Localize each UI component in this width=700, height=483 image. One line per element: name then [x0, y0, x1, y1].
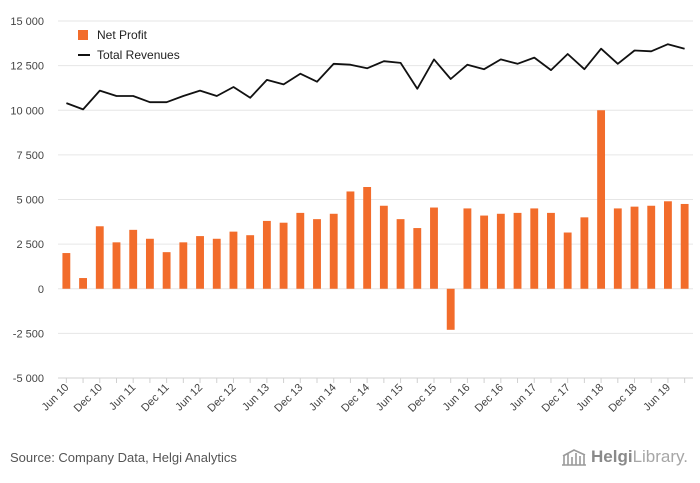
total-revenues-line [66, 43, 685, 111]
net-profit-bar [112, 242, 121, 289]
x-tick-label: Jun 10 [40, 382, 72, 414]
net-profit-bar [396, 219, 405, 289]
net-profit-bar [196, 236, 204, 289]
x-tick-label: Dec 10 [72, 382, 105, 415]
x-tick-label: Jun 13 [240, 382, 272, 414]
net-profit-bar [329, 213, 338, 289]
net-profit-bar [446, 288, 455, 330]
net-profit-bar [62, 253, 71, 289]
net-profit-bar [262, 220, 271, 289]
net-profit-bar [229, 231, 238, 289]
x-tick-label: Dec 15 [406, 382, 439, 415]
net-profit-bar [346, 191, 355, 289]
net-profit-bar [79, 278, 87, 289]
x-tick-label: Jun 15 [374, 382, 406, 414]
net-profit-bar [480, 215, 489, 289]
library-building-icon [562, 449, 586, 466]
net-profit-bar [563, 232, 572, 289]
total-revenues-line-group [66, 43, 685, 111]
net-profit-bar [463, 208, 472, 289]
source-note: Source: Company Data, Helgi Analytics [10, 450, 237, 465]
legend: Net Profit Total Revenues [78, 28, 180, 62]
net-profit-bar [430, 207, 438, 289]
net-profit-bar [413, 228, 422, 289]
chart: 15 000 12 500 10 000 7 500 5 000 2 500 0 -2 500… [10, 16, 693, 415]
y-tick-label: 7 500 [16, 150, 44, 162]
net-profit-bar [664, 201, 672, 289]
net-profit-bar [630, 206, 639, 289]
y-tick-label: 10 000 [10, 105, 44, 117]
legend-label-total-revenues: Total Revenues [97, 48, 180, 62]
x-tick-label: Jun 12 [173, 382, 205, 414]
y-tick-label: 0 [38, 284, 44, 296]
net-profit-bar [162, 252, 171, 289]
net-profit-bar [580, 217, 589, 289]
net-profit-bar [613, 208, 622, 289]
legend-swatch-net-profit [78, 30, 88, 40]
x-tick-label: Jun 17 [508, 382, 540, 414]
x-tick-label: Jun 18 [574, 382, 606, 414]
x-tick-label: Dec 16 [473, 382, 506, 415]
net-profit-bar [179, 242, 188, 289]
y-tick-label: -2 500 [13, 328, 44, 340]
x-tick-label: Dec 11 [139, 382, 172, 415]
net-profit-bar [296, 212, 305, 289]
brand-logo: HelgiLibrary. [561, 447, 688, 467]
net-profit-bar [279, 222, 288, 289]
x-tick-label: Dec 18 [606, 382, 639, 415]
x-tick-label: Jun 11 [107, 382, 138, 413]
x-tick-label: Jun 16 [441, 382, 473, 414]
y-tick-label: 2 500 [16, 239, 44, 251]
y-tick-label: -5 000 [13, 373, 44, 385]
x-tick-label: Dec 14 [339, 382, 372, 415]
x-tick-label: Dec 12 [205, 382, 238, 415]
net-profit-bar [129, 229, 138, 289]
net-profit-bar [680, 203, 689, 289]
net-profit-bar [379, 205, 388, 289]
x-tick-label: Dec 17 [540, 382, 573, 415]
y-tick-label: 12 500 [10, 61, 44, 73]
x-axis: Jun 10 Dec 10 Jun 11 Dec 11 Jun 12 Dec 12 Jun … [40, 377, 693, 415]
x-tick-label: Jun 19 [641, 382, 673, 414]
y-tick-label: 15 000 [10, 16, 44, 28]
net-profit-bar [95, 226, 104, 289]
x-tick-label: Dec 13 [272, 382, 305, 415]
brand-bold: Helgi [591, 447, 633, 466]
net-profit-bar [496, 213, 505, 289]
net-profit-bar [363, 187, 372, 289]
net-profit-bar [597, 110, 606, 289]
net-profit-bar [246, 235, 255, 289]
brand-light: Library. [632, 447, 688, 466]
net-profit-bar [530, 208, 539, 289]
legend-label-net-profit: Net Profit [97, 28, 148, 42]
net-profit-bar [212, 238, 221, 289]
y-axis: 15 000 12 500 10 000 7 500 5 000 2 500 0 -2 500… [10, 16, 44, 385]
net-profit-bar [513, 212, 522, 289]
y-tick-label: 5 000 [16, 195, 44, 207]
net-profit-bar [313, 219, 321, 289]
net-profit-bar [145, 238, 154, 289]
net-profit-bar [547, 212, 555, 289]
net-profit-bar [647, 205, 656, 289]
x-tick-label: Jun 14 [307, 382, 339, 414]
net-profit-bars [62, 110, 689, 330]
